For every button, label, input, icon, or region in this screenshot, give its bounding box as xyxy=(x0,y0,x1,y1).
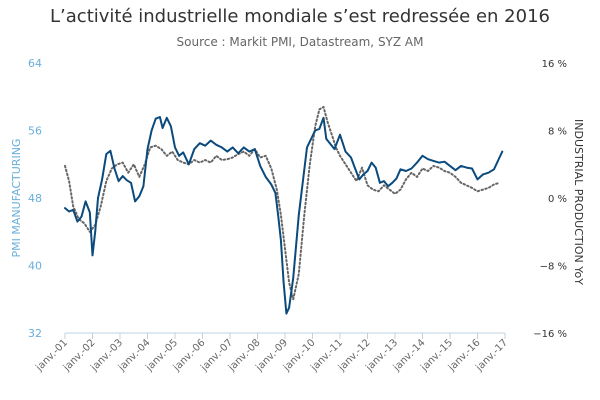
x-ticks: janv.-01janv.-02janv.-03janv.-04janv.-05… xyxy=(33,333,510,374)
right-tick-label: −8 % xyxy=(540,262,567,273)
industrial-production-series-line xyxy=(64,105,501,301)
right-axis-title: INDUSTRIAL PRODUCTION YoY xyxy=(572,119,585,285)
left-tick-label: 64 xyxy=(28,57,42,70)
left-axis-title: PMI MANUFACTURING xyxy=(10,139,23,258)
chart-subtitle: Source : Markit PMI, Datastream, SYZ AM xyxy=(176,35,424,49)
right-tick-label: 0 % xyxy=(548,194,567,205)
right-tick-label: 8 % xyxy=(548,127,567,138)
left-tick-label: 32 xyxy=(28,327,42,340)
series-group xyxy=(64,105,504,315)
right-tick-label: 16 % xyxy=(542,59,567,70)
left-tick-label: 40 xyxy=(28,260,42,273)
left-tick-label: 48 xyxy=(28,192,42,205)
chart-title: L’activité industrielle mondiale s’est r… xyxy=(50,6,550,27)
right-tick-label: −16 % xyxy=(533,329,567,340)
left-y-ticks: 32 40 48 56 64 xyxy=(28,57,42,340)
right-y-ticks: −16 % −8 % 0 % 8 % 16 % xyxy=(533,59,567,340)
left-tick-label: 56 xyxy=(28,125,42,138)
pmi-series-line xyxy=(64,116,504,315)
